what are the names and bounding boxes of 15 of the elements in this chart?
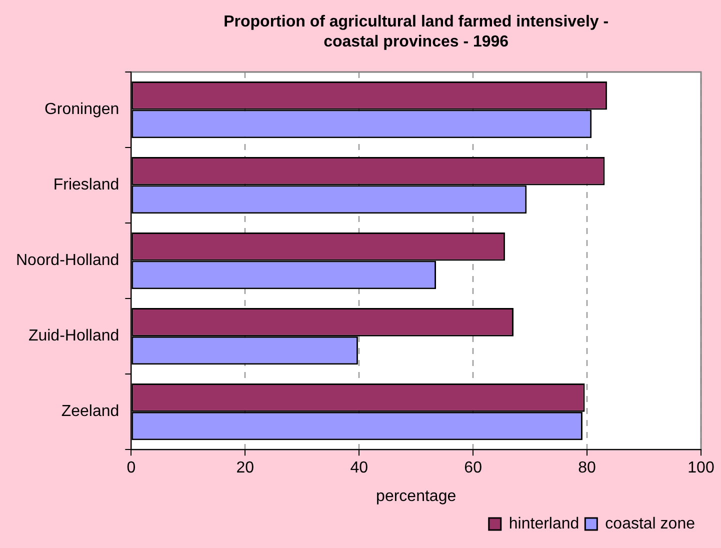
y-tick-label: Zeeland [61, 403, 120, 420]
y-tick-label: Friesland [53, 176, 120, 194]
legend-label: hinterland [508, 515, 580, 532]
chart-title: Proportion of agricultural land farmed intensively - coastal provinces - 1996 [224, 13, 609, 50]
x-tick-label: 40 [350, 460, 368, 477]
x-axis-title: percentage [376, 488, 456, 505]
y-tick-label: Zuid-Holland [28, 328, 120, 345]
x-tick-label: 0 [126, 460, 136, 477]
legend-label: coastal zone [605, 515, 696, 532]
x-tick-label: 60 [464, 460, 482, 477]
x-tick-label: 80 [578, 460, 596, 477]
y-tick-label: Noord-Holland [16, 252, 120, 270]
x-tick-label: 20 [236, 460, 254, 477]
y-tick-label: Groningen [44, 101, 120, 118]
x-tick-label: 100 [688, 460, 714, 477]
